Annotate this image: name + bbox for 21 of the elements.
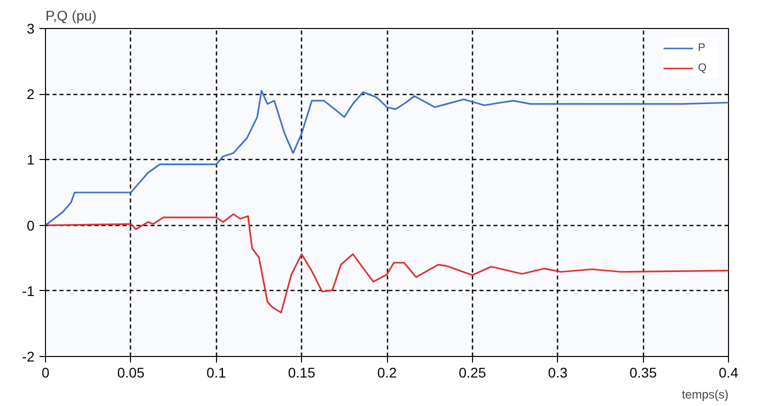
line-series bbox=[46, 213, 728, 314]
x-tick-label: 0.3 bbox=[548, 364, 568, 380]
y-tick-label: -1 bbox=[22, 282, 35, 299]
x-tick-label: 0.2 bbox=[377, 364, 397, 380]
y-tick-label: 1 bbox=[26, 152, 35, 168]
y-axis-title: P,Q (pu) bbox=[46, 8, 97, 24]
x-tick-label: 0.25 bbox=[458, 364, 486, 380]
legend-label: P bbox=[698, 42, 706, 54]
x-tick-label: 0.1 bbox=[206, 364, 226, 380]
y-tick-label: 3 bbox=[26, 20, 35, 36]
x-tick-label: 0.4 bbox=[718, 364, 738, 380]
line-series bbox=[46, 90, 728, 226]
x-tick-label: 0 bbox=[42, 364, 50, 380]
x-axis-title: temps(s) bbox=[682, 388, 729, 402]
x-tick-label: 0.15 bbox=[288, 364, 316, 380]
y-tick-label: 0 bbox=[26, 217, 35, 234]
y-tick-label: 2 bbox=[26, 86, 35, 102]
legend-label: Q bbox=[698, 62, 708, 74]
x-tick-label: 0.35 bbox=[630, 364, 657, 380]
x-tick-label: 0.05 bbox=[117, 364, 145, 380]
y-tick-label: -2 bbox=[22, 348, 35, 364]
